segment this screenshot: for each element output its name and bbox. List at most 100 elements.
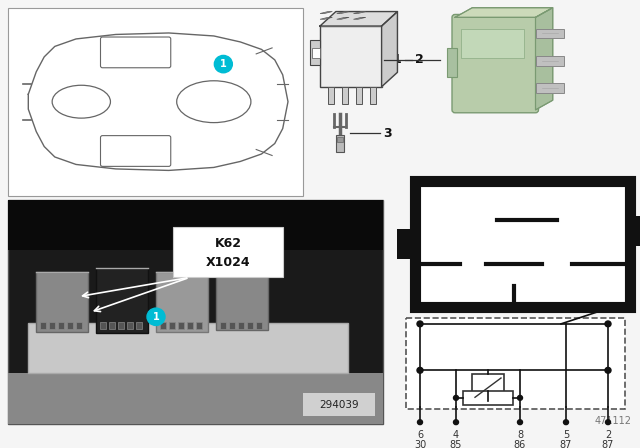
Text: 294039: 294039 xyxy=(319,400,359,410)
Bar xyxy=(100,322,106,329)
Text: 8: 8 xyxy=(517,430,523,440)
Circle shape xyxy=(605,367,611,373)
Bar xyxy=(342,87,348,104)
Bar xyxy=(256,322,262,329)
Text: 471112: 471112 xyxy=(595,416,632,426)
Polygon shape xyxy=(320,17,332,19)
Text: 2: 2 xyxy=(605,430,611,440)
Bar xyxy=(336,135,344,152)
Bar xyxy=(220,322,226,329)
Polygon shape xyxy=(381,12,397,87)
Bar xyxy=(303,393,375,417)
Bar xyxy=(156,272,208,332)
Bar xyxy=(160,322,166,329)
Bar xyxy=(447,48,457,77)
Text: 85: 85 xyxy=(450,439,462,448)
Bar xyxy=(76,322,82,329)
Bar xyxy=(472,374,504,401)
Text: 87: 87 xyxy=(519,201,534,211)
Bar xyxy=(536,83,563,93)
Bar xyxy=(96,267,148,333)
Bar xyxy=(8,201,383,250)
Bar xyxy=(320,26,381,87)
Circle shape xyxy=(454,420,458,425)
Bar xyxy=(536,56,563,66)
Bar xyxy=(8,373,383,424)
Bar xyxy=(67,322,73,329)
Bar xyxy=(238,322,244,329)
Bar xyxy=(536,29,563,38)
Text: 87: 87 xyxy=(560,439,572,448)
Ellipse shape xyxy=(52,85,111,118)
Bar xyxy=(356,87,362,104)
Bar xyxy=(58,322,64,329)
Bar xyxy=(337,137,343,142)
Text: 30: 30 xyxy=(414,439,426,448)
Text: 3: 3 xyxy=(383,126,392,139)
Polygon shape xyxy=(337,17,349,19)
Text: 86: 86 xyxy=(506,271,522,281)
Polygon shape xyxy=(320,12,397,26)
Text: 87: 87 xyxy=(506,245,522,255)
Circle shape xyxy=(417,367,423,373)
Bar xyxy=(328,87,334,104)
Circle shape xyxy=(454,396,458,400)
Bar xyxy=(229,322,235,329)
Bar xyxy=(173,227,283,277)
Text: 6: 6 xyxy=(417,430,423,440)
Text: 2: 2 xyxy=(415,53,423,66)
Bar xyxy=(406,318,625,409)
Bar xyxy=(397,229,415,259)
Bar xyxy=(36,272,88,332)
Circle shape xyxy=(417,420,422,425)
Bar xyxy=(109,322,115,329)
Text: 1: 1 xyxy=(220,59,227,69)
Bar xyxy=(461,29,524,58)
Text: 87: 87 xyxy=(602,439,614,448)
Bar xyxy=(28,323,348,373)
Polygon shape xyxy=(320,12,332,13)
Bar xyxy=(8,8,303,196)
FancyBboxPatch shape xyxy=(100,136,171,166)
FancyBboxPatch shape xyxy=(100,37,171,68)
Bar xyxy=(49,322,55,329)
Bar xyxy=(169,322,175,329)
Bar xyxy=(8,201,383,424)
Circle shape xyxy=(417,321,423,327)
Bar xyxy=(312,48,320,58)
Circle shape xyxy=(214,56,232,73)
Text: 1: 1 xyxy=(152,312,159,322)
Text: 85: 85 xyxy=(593,245,607,255)
Bar xyxy=(415,181,630,306)
Text: 4: 4 xyxy=(453,430,459,440)
Bar xyxy=(630,216,640,246)
Polygon shape xyxy=(337,12,349,13)
Polygon shape xyxy=(536,8,553,110)
Polygon shape xyxy=(353,17,366,19)
Bar xyxy=(187,322,193,329)
Text: 5: 5 xyxy=(563,430,569,440)
Bar xyxy=(127,322,133,329)
Bar xyxy=(370,87,376,104)
Bar xyxy=(216,274,268,330)
Circle shape xyxy=(518,420,522,425)
Text: 1: 1 xyxy=(392,53,401,66)
Text: X1024: X1024 xyxy=(205,256,250,269)
Text: 86: 86 xyxy=(514,439,526,448)
Bar xyxy=(463,391,513,405)
Polygon shape xyxy=(455,8,553,17)
FancyBboxPatch shape xyxy=(452,14,538,113)
Circle shape xyxy=(605,420,611,425)
Bar xyxy=(310,40,320,65)
Bar xyxy=(247,322,253,329)
Ellipse shape xyxy=(177,81,251,123)
Text: K62: K62 xyxy=(214,237,241,250)
Bar xyxy=(118,322,124,329)
Circle shape xyxy=(147,308,165,325)
Polygon shape xyxy=(353,12,366,13)
Circle shape xyxy=(518,396,522,400)
Circle shape xyxy=(605,321,611,327)
Bar xyxy=(178,322,184,329)
Bar xyxy=(136,322,142,329)
Bar xyxy=(196,322,202,329)
